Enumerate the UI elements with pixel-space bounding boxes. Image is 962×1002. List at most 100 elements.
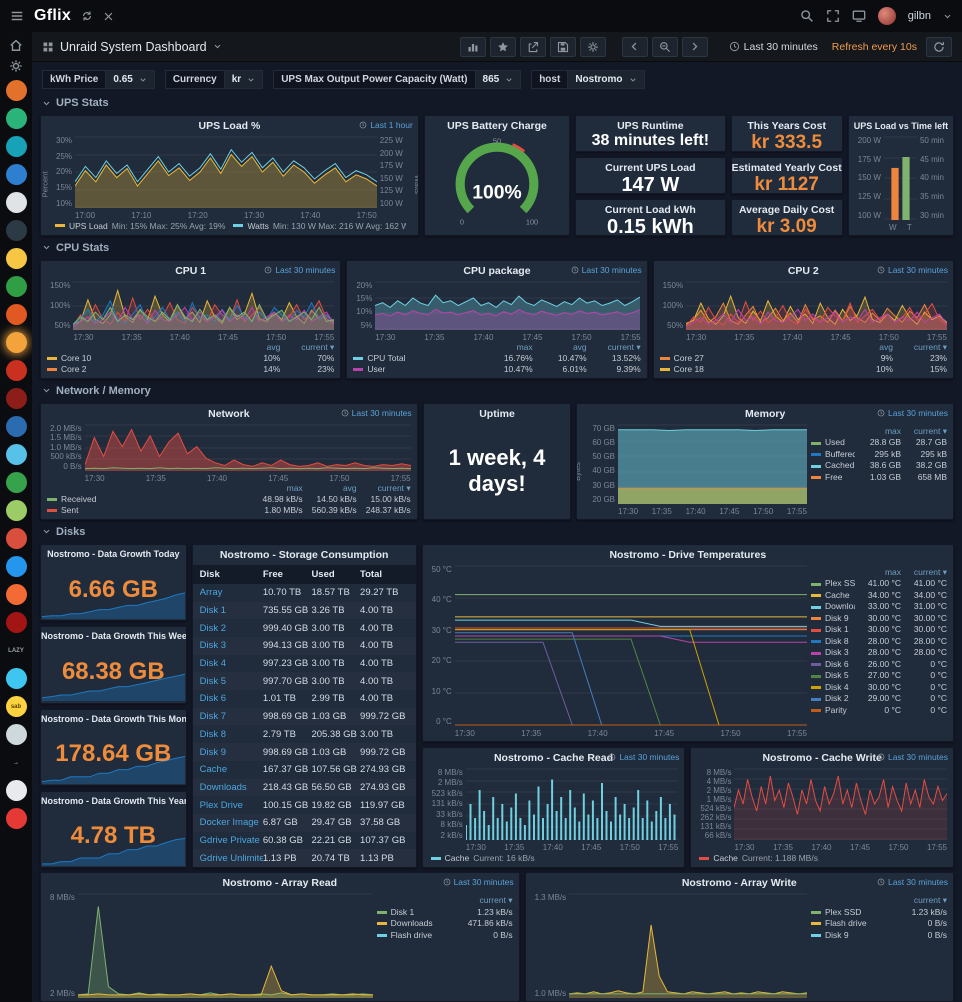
legend-column-header[interactable]: current ▾ bbox=[377, 482, 411, 493]
panel-header[interactable]: CPU 1 Last 30 minutes bbox=[41, 261, 340, 281]
app-shortcut-icon[interactable] bbox=[5, 416, 27, 437]
panel-header[interactable]: Uptime bbox=[424, 404, 571, 424]
ups-load-chart[interactable] bbox=[75, 136, 377, 208]
legend-row[interactable]: Sent 1.80 MB/s 560.39 kB/s 248.37 kB/s bbox=[47, 505, 411, 516]
legend-row[interactable]: Disk 3 28.00 °C 28.00 °C bbox=[811, 647, 947, 659]
network-chart[interactable] bbox=[84, 424, 411, 471]
legend-row[interactable]: User 10.47% 6.01% 9.39% bbox=[353, 364, 641, 375]
legend-row[interactable]: Disk 5 27.00 °C 0 °C bbox=[811, 670, 947, 682]
app-shortcut-icon[interactable] bbox=[5, 612, 27, 633]
search-icon[interactable] bbox=[800, 9, 814, 23]
refresh-dashboard-button[interactable] bbox=[926, 36, 952, 57]
dashboard-settings-button[interactable] bbox=[579, 36, 606, 57]
panel-title[interactable]: CPU 2 bbox=[787, 264, 819, 277]
panel-header[interactable]: Nostromo - Array Read Last 30 minutes bbox=[41, 873, 519, 893]
legend-row[interactable]: Disk 2 29.00 °C 0 °C bbox=[811, 693, 947, 705]
panel-title[interactable]: Nostromo - Cache Write bbox=[762, 751, 882, 764]
legend-column-header[interactable]: avg bbox=[572, 341, 587, 352]
legend-row[interactable]: Core 18 10% 15% bbox=[659, 364, 947, 375]
panel-header[interactable]: UPS Battery Charge bbox=[425, 116, 569, 136]
panel-title[interactable]: CPU package bbox=[463, 264, 531, 277]
legend-row[interactable]: Disk 9 30.00 °C 30.00 °C bbox=[811, 613, 947, 625]
table-row[interactable]: Docker Image 6.87 GB 29.47 GB 37.58 GB bbox=[193, 814, 416, 832]
legend-row[interactable]: Cached 38.6 GB 38.2 GB bbox=[811, 460, 947, 472]
app-shortcut-icon[interactable] bbox=[5, 136, 27, 157]
variable-value-dropdown[interactable]: kr bbox=[223, 70, 264, 89]
legend-row[interactable]: Flash drive 0 B/s bbox=[811, 918, 947, 930]
legend-row[interactable]: Core 27 9% 23% bbox=[659, 353, 947, 364]
app-shortcut-icon[interactable] bbox=[5, 220, 27, 241]
app-shortcut-icon[interactable] bbox=[5, 80, 27, 101]
legend-item[interactable]: UPS Load Min: 15% Max: 25% Avg: 19% bbox=[55, 221, 225, 231]
legend-row[interactable]: Core 10 10% 70% bbox=[47, 353, 334, 364]
cache-read-chart[interactable] bbox=[465, 768, 679, 840]
app-shortcut-icon[interactable] bbox=[5, 360, 27, 381]
table-row[interactable]: Downloads 218.43 GB 56.50 GB 274.93 GB bbox=[193, 779, 416, 797]
panel-title[interactable]: Uptime bbox=[479, 407, 515, 420]
stat-title[interactable]: Nostromo - Data Growth This Year bbox=[41, 795, 186, 806]
stat-title[interactable]: Nostromo - Data Growth This Week bbox=[41, 631, 186, 642]
user-menu-caret-icon[interactable] bbox=[943, 12, 952, 21]
legend-row[interactable]: Core 2 14% 23% bbox=[47, 364, 334, 375]
table-column-header[interactable]: Disk bbox=[199, 568, 220, 580]
avatar[interactable] bbox=[877, 7, 896, 25]
table-row[interactable]: Gdrive Private 60.38 GB 22.21 GB 107.37 … bbox=[199, 834, 406, 846]
stat-title[interactable]: Average Daily Cost bbox=[738, 203, 835, 216]
legend-column-header[interactable]: max bbox=[516, 341, 533, 352]
app-shortcut-icon[interactable] bbox=[5, 304, 27, 325]
app-logo[interactable]: Gflix bbox=[34, 7, 72, 24]
panel-title[interactable]: Nostromo - Storage Consumption bbox=[219, 548, 389, 561]
table-row[interactable]: Array 10.70 TB 18.57 TB 29.27 TB bbox=[199, 587, 399, 599]
cpu1-chart[interactable] bbox=[73, 281, 335, 330]
app-shortcut-icon[interactable] bbox=[5, 472, 27, 493]
table-row[interactable]: Disk 5 997.70 GB 3.00 TB 4.00 TB bbox=[193, 672, 416, 690]
stat-title[interactable]: Current UPS Load bbox=[605, 161, 696, 174]
legend-row[interactable]: Disk 8 28.00 °C 28.00 °C bbox=[811, 636, 947, 648]
app-shortcut-icon[interactable] bbox=[5, 584, 27, 605]
zoom-out-button[interactable] bbox=[651, 36, 678, 57]
legend-column-header[interactable]: current ▾ bbox=[913, 895, 947, 905]
legend-column-header[interactable]: current ▾ bbox=[301, 341, 335, 352]
memory-chart[interactable] bbox=[618, 424, 807, 504]
dashboard-title[interactable]: Unraid System Dashboard bbox=[60, 39, 207, 54]
panel-time-badge[interactable]: Last 30 minutes bbox=[877, 265, 948, 275]
legend-column-header[interactable]: avg bbox=[879, 341, 893, 352]
panel-time-badge[interactable]: Last 30 minutes bbox=[341, 408, 412, 418]
legend-item[interactable]: Cache Current: 16 kB/s bbox=[430, 853, 535, 863]
panel-header[interactable]: Nostromo - Cache Write Last 30 minutes bbox=[691, 748, 953, 768]
panel-header[interactable]: Memory Last 30 minutes bbox=[577, 404, 953, 424]
panel-time-badge[interactable]: Last 30 minutes bbox=[571, 265, 642, 275]
panel-time-badge[interactable]: Last 30 minutes bbox=[877, 408, 948, 418]
cpu2-chart[interactable] bbox=[686, 281, 947, 330]
app-shortcut-icon[interactable] bbox=[5, 332, 27, 353]
legend-column-header[interactable]: current ▾ bbox=[607, 341, 641, 352]
panel-title[interactable]: Nostromo - Cache Read bbox=[493, 751, 613, 764]
app-shortcut-icon[interactable]: sab bbox=[5, 696, 27, 717]
app-shortcut-icon[interactable] bbox=[5, 780, 27, 801]
table-row[interactable]: Gdrive Unlimited 1.13 PB 20.74 TB 1.13 P… bbox=[193, 849, 416, 867]
panel-title[interactable]: UPS Battery Charge bbox=[447, 120, 547, 132]
app-shortcut-icon[interactable] bbox=[5, 108, 27, 129]
time-range-picker[interactable]: Last 30 minutes bbox=[724, 41, 823, 53]
variable-value-dropdown[interactable]: 0.65 bbox=[105, 70, 155, 89]
stat-title[interactable]: Current Load kWh bbox=[604, 203, 696, 216]
panel-header[interactable]: UPS Load vs Time left bbox=[849, 116, 953, 136]
app-shortcut-icon[interactable] bbox=[5, 192, 27, 213]
stat-title[interactable]: Estimated Yearly Cost bbox=[731, 161, 842, 174]
app-shortcut-icon[interactable] bbox=[5, 556, 27, 577]
username[interactable]: gilbn bbox=[907, 10, 931, 22]
row-ups-stats[interactable]: UPS Stats bbox=[40, 95, 954, 111]
legend-row[interactable]: Flash drive 0 B/s bbox=[376, 930, 513, 942]
panel-time-badge[interactable]: Last 30 minutes bbox=[443, 877, 514, 887]
legend-column-header[interactable]: avg bbox=[342, 482, 357, 493]
battery-gauge[interactable]: 100% 0 50 100 bbox=[433, 136, 561, 232]
home-icon[interactable] bbox=[9, 38, 23, 52]
app-shortcut-icon[interactable] bbox=[5, 276, 27, 297]
panel-title[interactable]: Nostromo - Array Read bbox=[222, 877, 338, 889]
playlist-cycle-icon[interactable] bbox=[81, 10, 93, 22]
table-row[interactable]: Disk 8 2.79 TB 205.38 GB 3.00 TB bbox=[199, 728, 394, 740]
table-row[interactable]: Disk 1 735.55 GB 3.26 TB 4.00 TB bbox=[193, 602, 416, 620]
legend-column-header[interactable]: avg bbox=[266, 341, 281, 352]
panel-header[interactable]: CPU 2 Last 30 minutes bbox=[654, 261, 953, 281]
app-shortcut-icon[interactable] bbox=[5, 724, 27, 745]
